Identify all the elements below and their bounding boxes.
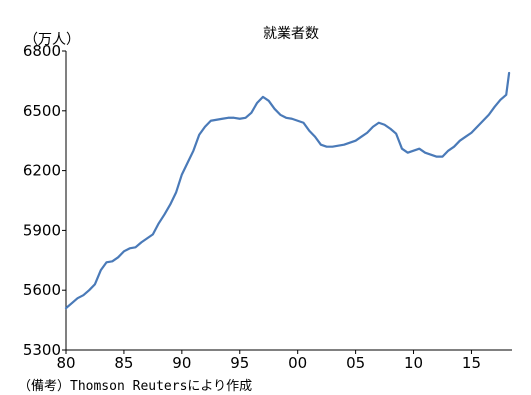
- x-tick-label: 80: [56, 354, 75, 372]
- chart-title: 就業者数: [263, 26, 319, 42]
- x-tick-label: 95: [230, 354, 249, 372]
- x-tick-label: 85: [114, 354, 133, 372]
- y-tick-label: 6200: [23, 162, 61, 180]
- series-line-employment: [64, 71, 511, 310]
- x-tick-label: 10: [404, 354, 423, 372]
- chart-ticks: 5300 5600 5900 6200 6500 6800 80 85 90 95 00 05 10 15: [23, 42, 481, 372]
- y-tick-label: 6800: [23, 42, 61, 60]
- x-tick-label: 15: [462, 354, 481, 372]
- y-tick-label: 5900: [23, 221, 61, 239]
- y-axis-unit-label: （万人）: [24, 32, 80, 48]
- x-tick-label: 05: [346, 354, 365, 372]
- y-tick-label: 6500: [23, 102, 61, 120]
- source-note: （備考）Thomson Reutersにより作成: [18, 379, 253, 394]
- chart-axes: [65, 51, 512, 351]
- x-tick-label: 90: [172, 354, 191, 372]
- y-tick-label: 5300: [23, 341, 61, 359]
- x-tick-label: 00: [288, 354, 307, 372]
- y-tick-label: 5600: [23, 281, 61, 299]
- chart-series: [64, 71, 511, 310]
